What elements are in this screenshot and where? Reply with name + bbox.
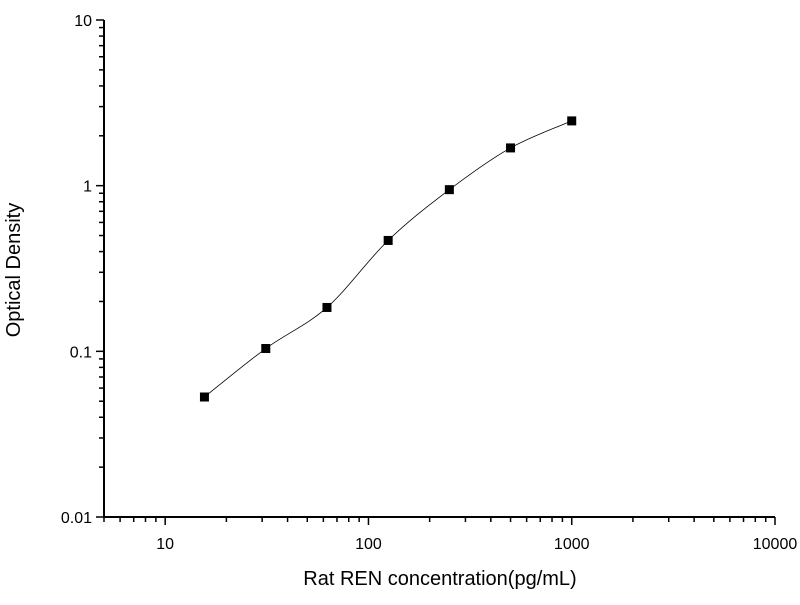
x-tick-label: 100 — [355, 536, 382, 553]
y-tick-label: 10 — [74, 13, 92, 30]
data-point — [261, 344, 271, 354]
data-point — [506, 143, 516, 153]
x-tick-label: 1000 — [554, 536, 590, 553]
y-tick-label: 1 — [83, 179, 92, 196]
x-axis-label: Rat REN concentration(pg/mL) — [303, 568, 576, 590]
y-tick-label: 0.1 — [70, 344, 92, 361]
y-axis-label: Optical Density — [3, 203, 25, 338]
fit-curve — [204, 120, 572, 398]
fit-curve-group — [204, 120, 572, 398]
x-tick-label: 10000 — [753, 536, 798, 553]
data-point — [383, 235, 393, 245]
data-points — [199, 116, 577, 402]
ticks: 10 100 1000 10000 0.01 0.1 1 10 — [61, 13, 797, 553]
y-tick-label: 0.01 — [61, 510, 92, 527]
axes — [103, 20, 775, 518]
data-point — [322, 302, 332, 312]
x-tick-label: 10 — [156, 536, 174, 553]
data-point — [444, 185, 454, 195]
data-point — [567, 116, 577, 126]
data-point — [199, 392, 209, 402]
